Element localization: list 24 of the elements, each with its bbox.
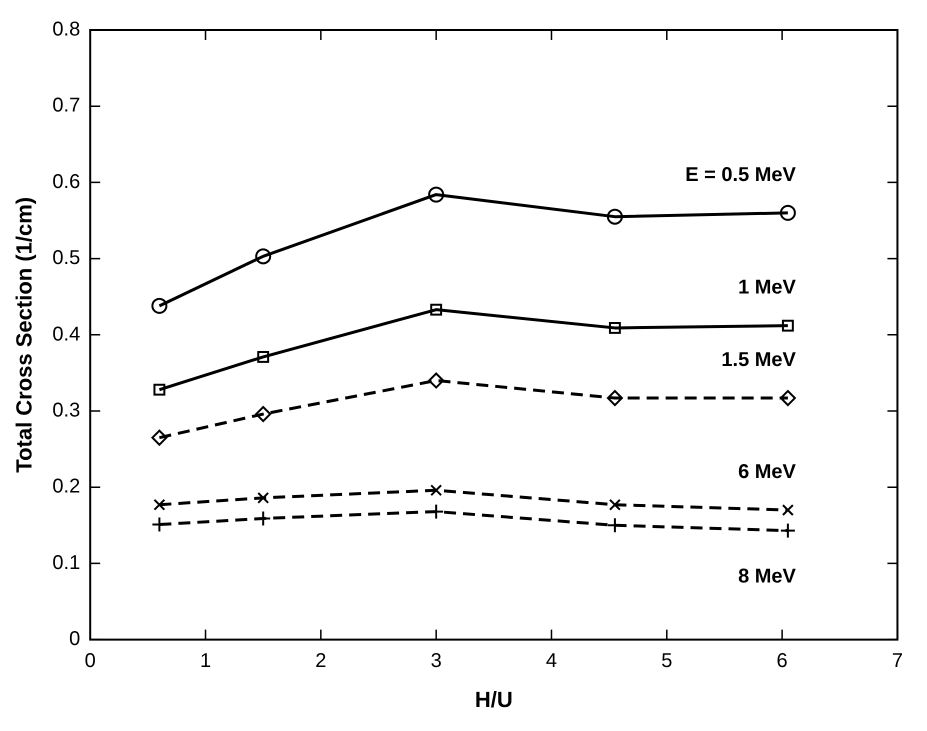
- series-label: 6 MeV: [738, 461, 797, 484]
- x-tick-label: 0: [84, 650, 96, 672]
- x-tick-label: 5: [661, 650, 672, 672]
- y-tick-label: 0.5: [52, 247, 80, 270]
- y-tick-label: 0.7: [52, 94, 80, 117]
- series-label: 1 MeV: [738, 276, 797, 299]
- y-tick-label: 0: [69, 628, 80, 650]
- x-tick-label: 6: [776, 650, 788, 672]
- y-tick-label: 0.2: [52, 476, 80, 498]
- series-label: 8 MeV: [738, 566, 797, 588]
- x-tick-label: 4: [546, 650, 558, 672]
- y-tick-label: 0.4: [52, 323, 80, 346]
- x-tick-label: 7: [892, 650, 903, 672]
- y-tick-label: 0.3: [52, 400, 80, 422]
- y-tick-label: 0.8: [52, 18, 80, 41]
- y-tick-label: 0.1: [52, 552, 80, 574]
- x-tick-label: 2: [315, 650, 326, 672]
- series-label: E = 0.5 MeV: [685, 164, 797, 186]
- x-tick-label: 1: [200, 650, 212, 672]
- y-axis-title: Total Cross Section (1/cm): [11, 196, 36, 473]
- x-tick-label: 3: [430, 650, 442, 672]
- y-tick-label: 0.6: [52, 170, 80, 193]
- x-axis-title: H/U: [474, 686, 513, 712]
- series-label: 1.5 MeV: [721, 349, 797, 372]
